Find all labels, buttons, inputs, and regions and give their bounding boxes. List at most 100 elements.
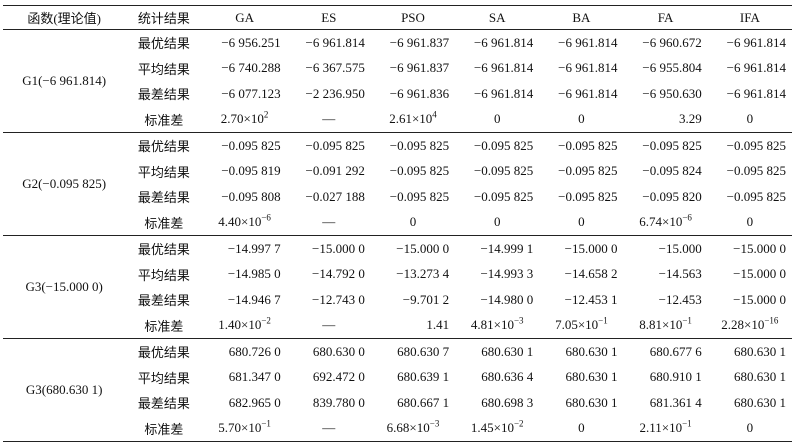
value-mantissa: 7.05×10 (555, 317, 599, 333)
value-mantissa: −2 236.950 (305, 85, 365, 101)
statistic-label: 标准差 (125, 209, 203, 236)
value-mantissa: 839.780 0 (312, 394, 365, 410)
header-sa: SA (455, 5, 540, 30)
value-mantissa: −0.095 825 (389, 188, 450, 204)
header-row: 函数(理论值) 统计结果 GA ES PSO SA BA FA IFA (3, 5, 792, 30)
value-mantissa: — (322, 317, 336, 333)
value-cell: 0 (539, 106, 624, 133)
value-mantissa: 4.81×10 (470, 317, 514, 333)
value-cell: 680.630 1 (539, 339, 623, 365)
table-row: G3(−15.000 0) 最优结果 −14.997 7 −15.000 0 −15.0… (3, 235, 792, 339)
value-cell: 680.630 7 (371, 339, 455, 365)
statistic-label: 最优结果 (137, 36, 190, 52)
value-cell: 680.698 3 (455, 390, 539, 416)
value-mantissa: 681.347 0 (228, 369, 281, 385)
value-mantissa: −6 961.814 (558, 85, 618, 101)
value-mantissa: — (322, 214, 336, 230)
value-cell: −6 960.672 (624, 30, 708, 56)
value-mantissa: −0.095 824 (642, 163, 702, 179)
value-cell: 1.41 (370, 312, 456, 339)
statistic-label: 平均结果 (137, 164, 190, 180)
value-cell: −0.095 825 (539, 184, 623, 210)
value-cell: 3.29 (623, 106, 708, 133)
value-mantissa: 680.698 3 (481, 394, 534, 410)
value-cell: 6.68×10−3 (370, 415, 456, 442)
statistic-label: 最优结果 (137, 345, 190, 361)
table-row: 最差结果 682.965 0 839.780 0 680.667 1 680.698 3… (3, 390, 792, 416)
value-mantissa: −6 961.814 (305, 34, 365, 50)
value-cell: −13.273 4 (371, 262, 455, 288)
value-mantissa: −0.091 292 (305, 163, 365, 179)
value-mantissa: −0.095 825 (473, 137, 534, 153)
table-body: G1(−6 961.814) 最优结果 −6 956.251 −6 961.814 −6… (3, 29, 792, 442)
value-exponent: 2 (263, 109, 269, 120)
statistic-label: 最优结果 (137, 139, 190, 155)
value-cell: 1.40×10−2 (202, 312, 287, 339)
value-cell: −0.095 825 (455, 133, 539, 159)
value-mantissa: 2.61×10 (389, 111, 433, 127)
value-cell: −0.095 825 (539, 159, 623, 185)
value-mantissa: −6 960.672 (642, 34, 702, 50)
results-table: 函数(理论值) 统计结果 GA ES PSO SA BA FA IFA G1(−… (3, 5, 792, 442)
value-mantissa: −14.563 (658, 266, 702, 282)
value-cell: 4.40×10−6 (202, 209, 287, 236)
value-cell: 2.61×104 (370, 106, 456, 133)
value-mantissa: −0.095 825 (726, 163, 786, 179)
value-mantissa: 680.636 4 (481, 369, 534, 385)
value-mantissa: 680.677 6 (649, 343, 702, 359)
value-mantissa: −15.000 0 (733, 291, 786, 307)
statistic-label: 最差结果 (137, 396, 190, 412)
value-cell: −6 740.288 (202, 56, 286, 82)
value-cell: 8.81×10−1 (623, 312, 708, 339)
value-mantissa: −0.095 825 (221, 137, 281, 153)
header-statistic: 统计结果 (125, 5, 203, 30)
value-mantissa: −6 961.814 (473, 60, 534, 76)
value-cell: −6 961.814 (708, 30, 792, 56)
value-cell: 680.630 1 (539, 365, 623, 391)
value-exponent: 4 (432, 109, 437, 120)
value-cell: 6.74×10−6 (623, 209, 708, 236)
value-cell: −15.000 0 (371, 236, 455, 262)
statistic-label: 最差结果 (137, 87, 190, 103)
value-cell: 680.726 0 (202, 339, 286, 365)
function-label: G3(680.630 1) (3, 338, 126, 442)
table-row: 标准差 4.40×10−6—0 0 0 6.74×10−6 0 (3, 209, 792, 236)
statistic-label: 平均结果 (137, 370, 190, 386)
value-mantissa: 680.630 1 (565, 369, 618, 385)
function-label: G1(−6 961.814) (3, 29, 126, 133)
value-mantissa: −6 961.814 (473, 34, 534, 50)
value-mantissa: −0.095 825 (389, 163, 450, 179)
value-mantissa: 680.639 1 (397, 369, 450, 385)
value-mantissa: 6.68×10 (386, 420, 430, 436)
value-cell: −15.000 0 (708, 287, 792, 313)
value-mantissa: −6 961.814 (473, 85, 534, 101)
table-row: 最差结果 −14.946 7 −12.743 0 −9.701 2 −14.980 0 −… (3, 287, 792, 313)
value-cell: — (286, 415, 371, 442)
value-cell: 5.70×10−1 (202, 415, 287, 442)
statistic-label: 最优结果 (137, 242, 190, 258)
value-exponent: −2 (261, 315, 271, 326)
value-mantissa: −6 961.837 (389, 60, 450, 76)
statistic-label: 最差结果 (137, 293, 190, 309)
value-mantissa: −12.453 1 (564, 291, 618, 307)
value-exponent: −6 (682, 212, 692, 223)
function-label: G3(−15.000 0) (3, 235, 126, 339)
value-cell: −0.091 292 (287, 159, 371, 185)
value-mantissa: 692.472 0 (312, 369, 365, 385)
value-mantissa: — (322, 111, 336, 127)
value-cell: 680.639 1 (371, 365, 455, 391)
value-cell: −12.453 1 (539, 287, 623, 313)
value-cell: −15.000 0 (708, 262, 792, 288)
value-mantissa: −0.027 188 (305, 188, 365, 204)
value-cell: 2.70×102 (202, 106, 287, 133)
value-cell: 0 (707, 209, 792, 236)
value-mantissa: −0.095 825 (473, 188, 534, 204)
value-mantissa: −6 077.123 (221, 85, 281, 101)
value-cell: −0.095 825 (455, 159, 539, 185)
value-cell: −15.000 0 (539, 236, 623, 262)
header-ifa: IFA (707, 5, 792, 30)
value-mantissa: 0 (493, 214, 501, 230)
value-mantissa: 681.361 4 (649, 394, 702, 410)
value-cell: 0 (539, 209, 624, 236)
value-cell: −0.095 820 (624, 184, 708, 210)
